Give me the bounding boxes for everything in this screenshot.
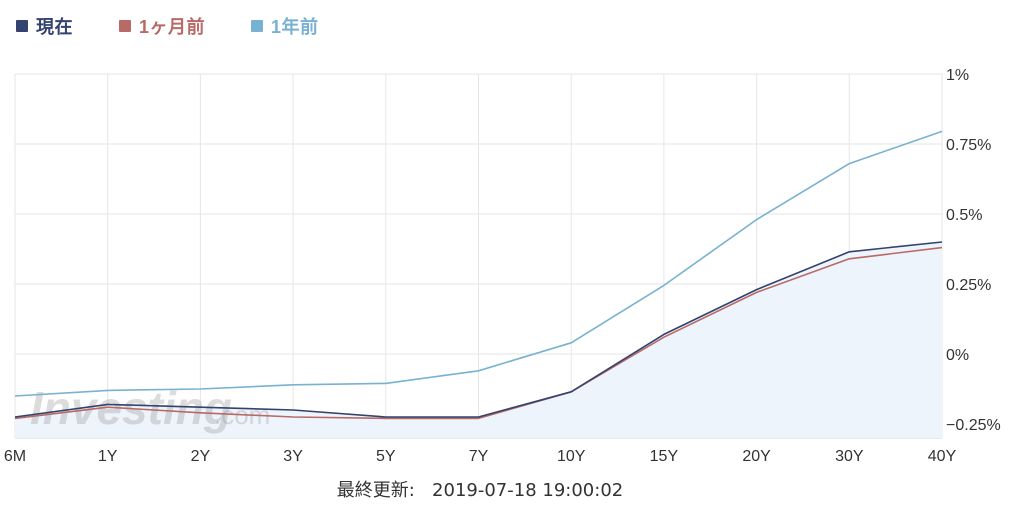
y-tick-label: 0.25% [946, 277, 991, 294]
x-tick-label: 1Y [98, 448, 118, 465]
x-tick-label: 2Y [191, 448, 211, 465]
legend-label-current: 現在 [36, 17, 73, 37]
legend-swatch-current [16, 20, 28, 32]
legend-item-one-month-ago[interactable]: 1ヶ月前 [119, 13, 205, 39]
last-updated-separator [421, 480, 427, 501]
y-tick-label: 0.75% [946, 137, 991, 154]
x-tick-label: 3Y [283, 448, 303, 465]
last-updated-timestamp: 2019-07-18 19:00:02 [432, 480, 624, 501]
x-tick-label: 30Y [835, 448, 864, 465]
x-tick-label: 40Y [928, 448, 957, 465]
x-tick-label: 10Y [557, 448, 586, 465]
y-tick-label: 0% [946, 347, 969, 364]
x-tick-label: 7Y [469, 448, 489, 465]
series-area-current [15, 242, 942, 438]
last-updated-label: 最終更新: [336, 480, 415, 501]
series-line-one-month-ago [14, 246, 943, 420]
y-axis-ticks: 1% 0.75% 0.5% 0.25% 0% −0.25% [946, 67, 1001, 434]
x-axis-ticks: 6M 1Y 2Y 3Y 5Y 7Y 10Y 15Y 20Y 30Y 40Y [4, 448, 957, 465]
yield-curve-chart: Investing .com 6M 1Y 2Y 3Y 5Y 7Y 10Y 15Y 20Y 30Y 4… [4, 67, 1001, 465]
x-tick-label: 6M [4, 448, 26, 465]
series-line-current [14, 241, 943, 418]
legend-swatch-one-year-ago [251, 20, 264, 32]
series-line-one-year-ago [14, 130, 943, 397]
legend-item-one-year-ago[interactable]: 1年前 [251, 13, 319, 39]
area-fill-layer [15, 242, 942, 438]
series-lines [14, 130, 943, 420]
y-tick-label: 1% [946, 67, 969, 84]
last-updated: 最終更新: 2019-07-18 19:00:02 [0, 476, 960, 502]
chart-legend: 現在 1ヶ月前 1年前 [16, 10, 365, 42]
y-tick-label: 0.5% [946, 207, 982, 224]
legend-swatch-one-month-ago [119, 20, 131, 32]
x-tick-label: 20Y [742, 448, 771, 465]
legend-label-one-month-ago: 1ヶ月前 [139, 17, 206, 37]
x-tick-label: 15Y [650, 448, 679, 465]
legend-item-current[interactable]: 現在 [16, 13, 73, 39]
x-tick-label: 5Y [376, 448, 396, 465]
legend-label-one-year-ago: 1年前 [271, 17, 319, 37]
y-tick-label: −0.25% [946, 417, 1001, 434]
